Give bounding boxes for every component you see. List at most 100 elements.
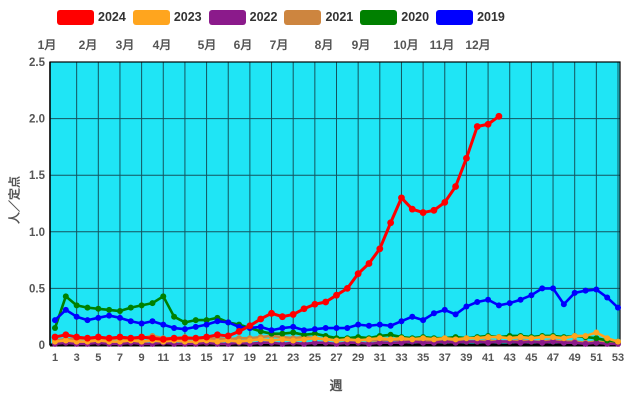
data-point-2023 <box>441 335 448 342</box>
data-point-2019 <box>149 318 156 325</box>
legend-swatch-2022 <box>208 9 246 25</box>
x-tick-label: 15 <box>200 352 212 364</box>
data-point-2023 <box>301 336 308 343</box>
data-point-2024 <box>300 305 308 313</box>
legend-item-2019: 2019 <box>436 9 505 25</box>
data-point-2024 <box>127 334 135 342</box>
legend-swatch-2019 <box>436 9 474 25</box>
data-point-2023 <box>528 335 535 342</box>
month-label-5: 5月 <box>197 38 217 52</box>
data-point-2020 <box>192 317 199 324</box>
data-point-2022 <box>365 340 372 347</box>
data-point-2023 <box>279 336 286 343</box>
data-point-2019 <box>550 285 557 292</box>
x-tick-labels: 1 3 5 7 9 11 13 15 17 19 21 23 25 27 29 31 33 35 37 39 41 43 4… <box>52 352 624 364</box>
data-point-2019 <box>127 318 134 325</box>
legend-label: 2019 <box>477 10 505 24</box>
data-point-2019 <box>181 326 188 333</box>
data-point-2020 <box>62 293 69 300</box>
data-point-2022 <box>301 340 308 347</box>
data-point-2023 <box>214 338 221 345</box>
data-point-2024 <box>94 333 102 341</box>
legend-swatch-2021 <box>284 9 322 25</box>
data-point-2020 <box>311 330 318 337</box>
x-tick-label: 19 <box>244 352 256 364</box>
month-label-6: 6月 <box>233 38 253 52</box>
data-point-2019 <box>571 289 578 296</box>
month-label-2: 2月 <box>78 38 98 52</box>
data-point-2023 <box>311 335 318 342</box>
data-point-2024 <box>214 331 221 339</box>
data-point-2024 <box>430 206 438 214</box>
data-point-2020 <box>387 331 394 338</box>
data-point-2019 <box>441 306 448 313</box>
x-tick-label: 53 <box>612 352 624 364</box>
data-point-2024 <box>149 334 156 342</box>
data-point-2019 <box>539 285 546 292</box>
data-point-2023 <box>387 336 394 343</box>
x-tick-label: 11 <box>157 352 169 364</box>
month-label-3: 3月 <box>115 38 135 52</box>
data-point-2024 <box>463 154 470 162</box>
data-point-2024 <box>159 335 167 343</box>
y-tick-label: 1.5 <box>29 170 46 182</box>
data-point-2019 <box>268 327 275 334</box>
data-point-2020 <box>127 304 134 311</box>
data-point-2019 <box>192 323 199 330</box>
data-point-2019 <box>506 300 513 307</box>
month-label-10: 10月 <box>393 38 419 52</box>
x-tick-label: 29 <box>352 352 364 364</box>
x-tick-label: 41 <box>482 352 494 364</box>
data-point-2019 <box>517 296 524 303</box>
x-tick-label: 43 <box>504 352 516 364</box>
data-point-2020 <box>279 330 286 337</box>
data-point-2019 <box>452 311 459 318</box>
data-point-2019 <box>138 320 145 327</box>
legend-label: 2024 <box>98 10 126 24</box>
data-point-2022 <box>376 339 383 346</box>
data-point-2024 <box>289 311 297 318</box>
series-2023 <box>52 329 621 345</box>
data-point-2023 <box>463 335 470 342</box>
data-point-2023 <box>268 337 275 344</box>
legend-label: 2023 <box>173 10 202 24</box>
month-label-4: 4月 <box>152 38 172 52</box>
data-point-2023 <box>344 336 351 343</box>
data-point-2023 <box>365 336 372 343</box>
x-axis-title: 週 <box>329 378 343 393</box>
data-point-2023 <box>539 334 546 341</box>
data-point-2024 <box>333 291 340 299</box>
data-point-2019 <box>528 292 535 299</box>
data-point-2024 <box>268 309 275 317</box>
data-point-2019 <box>322 325 329 332</box>
data-point-2019 <box>365 322 372 329</box>
data-point-2019 <box>344 325 351 332</box>
x-tick-label: 23 <box>287 352 299 364</box>
data-point-2019 <box>171 325 178 332</box>
data-point-2022 <box>582 340 589 347</box>
data-point-2019 <box>409 313 416 320</box>
legend-label: 2020 <box>401 10 430 24</box>
data-point-2019 <box>84 317 91 324</box>
month-label-11: 11月 <box>429 38 455 52</box>
plot-background <box>50 62 620 345</box>
data-point-2019 <box>73 313 80 320</box>
data-point-2024 <box>398 194 405 202</box>
year-legend: 2024 2023 2022 2021 2020 2019 <box>57 8 512 26</box>
data-point-2020 <box>73 302 80 309</box>
data-point-2024 <box>419 209 427 216</box>
data-point-2024 <box>116 333 124 341</box>
data-point-2020 <box>149 300 156 307</box>
data-point-2024 <box>495 112 503 120</box>
data-point-2023 <box>333 337 340 344</box>
data-point-2023 <box>550 334 557 341</box>
data-point-2022 <box>495 338 502 345</box>
month-label-7: 7月 <box>269 38 289 52</box>
y-tick-label: 0 <box>39 340 45 352</box>
data-point-2022 <box>550 338 557 345</box>
data-point-2019 <box>301 327 308 334</box>
data-point-2023 <box>604 335 611 342</box>
data-point-2023 <box>485 334 492 341</box>
data-point-2023 <box>409 336 416 343</box>
